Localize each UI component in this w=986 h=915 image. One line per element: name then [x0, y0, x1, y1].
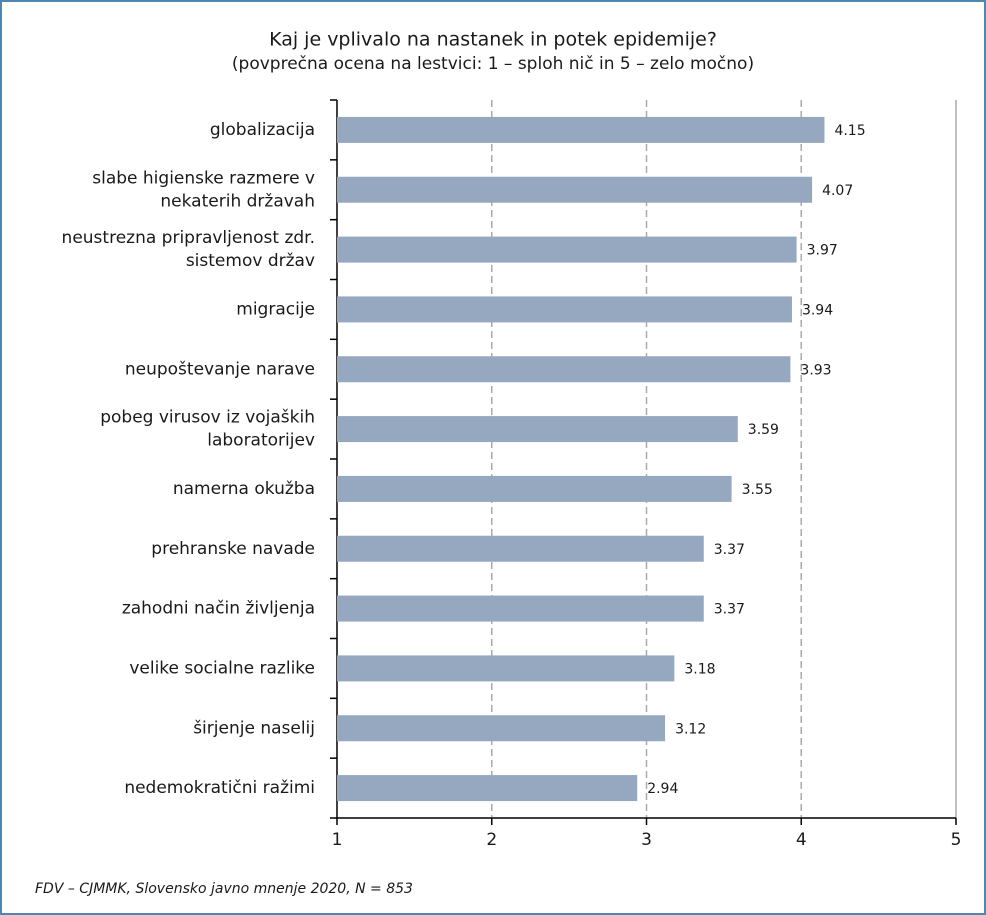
bar	[337, 296, 792, 323]
y-tick-label: slabe higienske razmere v nekaterih držav…	[92, 168, 315, 211]
label-line: nekaterih državah	[160, 191, 315, 211]
label-line: neupoštevanje narave	[125, 359, 315, 379]
bar	[337, 116, 825, 143]
value-label: 3.59	[748, 422, 779, 438]
x-tick-label: 2	[486, 830, 497, 850]
bar	[337, 236, 797, 263]
label-line: neustrezna pripravljenost zdr.	[62, 228, 315, 248]
label-line: širjenje naselij	[193, 718, 315, 738]
bar	[337, 176, 813, 203]
y-tick-label: neustrezna pripravljenost zdr. sistemov d…	[62, 228, 315, 271]
label-line: velike socialne razlike	[129, 658, 315, 678]
value-label: 3.37	[714, 542, 745, 558]
y-tick-label: zahodni način življenja	[122, 599, 315, 619]
bar	[337, 715, 666, 742]
y-tick-label: migracije	[236, 299, 315, 319]
bar	[337, 595, 704, 622]
label-line: slabe higienske razmere v	[92, 168, 315, 188]
y-tick-label: globalizacija	[210, 120, 315, 140]
bar	[337, 775, 638, 802]
bar	[337, 356, 791, 383]
value-label: 4.07	[822, 183, 853, 199]
value-label: 3.94	[802, 302, 833, 318]
value-label: 3.37	[714, 602, 745, 618]
y-tick-label: neupoštevanje narave	[125, 359, 315, 379]
x-tick-label: 3	[641, 830, 652, 850]
bar	[337, 475, 732, 502]
value-label: 4.15	[834, 123, 865, 139]
y-tick-label: namerna okužba	[173, 479, 315, 499]
label-line: migracije	[236, 299, 315, 319]
bar	[337, 535, 704, 562]
value-label: 3.12	[675, 721, 706, 737]
value-label: 3.97	[807, 243, 838, 259]
y-tick-label: nedemokratični ražimi	[124, 778, 315, 798]
label-line: pobeg virusov iz vojaških	[100, 408, 315, 428]
label-line: nedemokratični ražimi	[124, 778, 315, 798]
label-line: prehranske navade	[151, 539, 315, 559]
chart-title: Kaj je vplivalo na nastanek in potek epi…	[269, 29, 717, 51]
chart-subtitle: (povprečna ocena na lestvici: 1 – sploh …	[232, 54, 754, 74]
y-tick-label: velike socialne razlike	[129, 658, 315, 678]
source-note: FDV – CJMMK, Slovensko javno mnenje 2020…	[35, 881, 413, 897]
value-label: 2.94	[647, 781, 678, 797]
label-line: namerna okužba	[173, 479, 315, 499]
bar	[337, 416, 738, 443]
label-line: globalizacija	[210, 120, 315, 140]
label-line: laboratorijev	[207, 431, 315, 451]
bar	[337, 655, 675, 682]
y-tick-label: pobeg virusov iz vojaških laboratorijev	[100, 408, 315, 451]
label-line: sistemov držav	[186, 251, 315, 271]
value-label: 3.93	[800, 362, 831, 378]
value-label: 3.55	[742, 482, 773, 498]
x-tick-label: 5	[951, 830, 962, 850]
value-label: 3.18	[684, 661, 715, 677]
y-tick-label: širjenje naselij	[193, 718, 315, 738]
label-line: zahodni način življenja	[122, 599, 315, 619]
y-tick-label: prehranske navade	[151, 539, 315, 559]
x-tick-label: 4	[796, 830, 807, 850]
x-tick-label: 1	[332, 830, 343, 850]
